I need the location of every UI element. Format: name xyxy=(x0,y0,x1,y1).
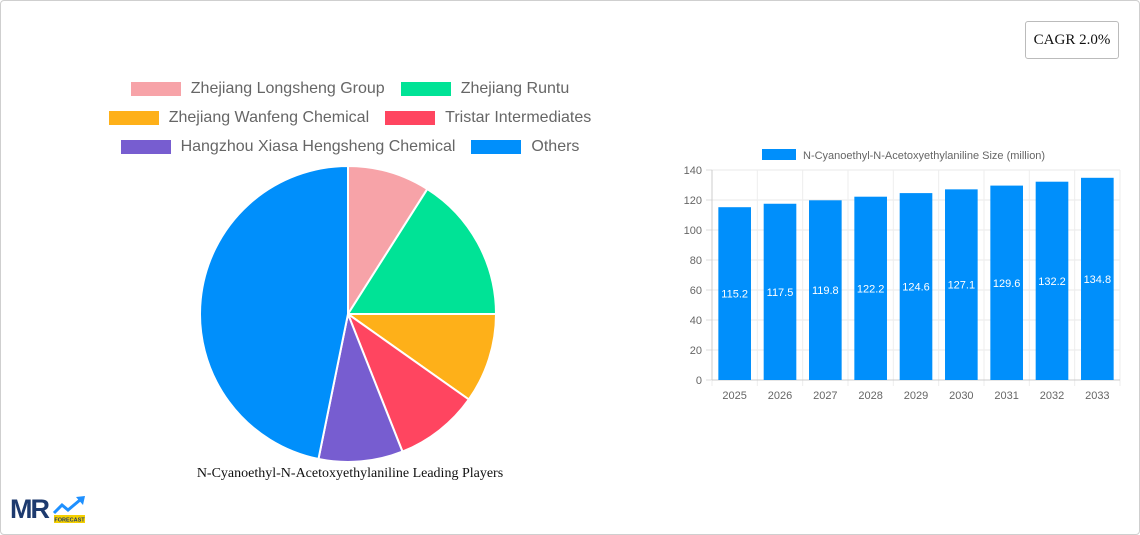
legend-label: Tristar Intermediates xyxy=(445,108,592,126)
legend-item[interactable]: Hangzhou Xiasa Hengsheng Chemical xyxy=(120,137,456,156)
x-tick-label: 2028 xyxy=(858,390,882,402)
pie-title: N-Cyanoethyl-N-Acetoxyethylaniline Leadi… xyxy=(196,466,504,481)
y-tick-label: 120 xyxy=(684,195,702,207)
bar[interactable] xyxy=(990,185,1023,380)
y-tick-label: 20 xyxy=(690,345,702,357)
y-tick-label: 100 xyxy=(684,225,702,237)
legend-item[interactable]: Zhejiang Wanfeng Chemical xyxy=(108,108,370,127)
x-tick-label: 2025 xyxy=(722,390,746,402)
logo-text: MR xyxy=(10,494,49,524)
legend-swatch xyxy=(108,110,159,125)
x-tick-label: 2031 xyxy=(994,390,1018,402)
pie-slice[interactable] xyxy=(198,164,349,461)
legend-label: Zhejiang Wanfeng Chemical xyxy=(168,108,370,126)
bar-value-label: 122.2 xyxy=(857,283,885,295)
bar-legend-label: N-Cyanoethyl-N-Acetoxyethylaniline Size … xyxy=(803,150,1045,162)
pie-chart xyxy=(198,164,498,463)
forecast-tag xyxy=(54,515,85,523)
bar-value-label: 134.8 xyxy=(1084,274,1112,286)
y-tick-label: 140 xyxy=(684,165,702,177)
pie-slice[interactable] xyxy=(317,310,404,463)
cagr-badge: CAGR 2.0% xyxy=(1025,21,1119,59)
pie-slice[interactable] xyxy=(344,313,498,401)
pie-slice[interactable] xyxy=(347,164,429,318)
bar-value-label: 127.1 xyxy=(948,280,976,292)
bar-legend-swatch xyxy=(762,149,796,160)
bar[interactable] xyxy=(854,196,887,380)
x-tick-label: 2026 xyxy=(768,390,792,402)
bar[interactable] xyxy=(899,193,933,380)
bar-value-label: 124.6 xyxy=(902,282,930,294)
y-tick-label: 0 xyxy=(696,375,702,387)
bar-chart: N-Cyanoethyl-N-Acetoxyethylaniline Size … xyxy=(684,149,1121,402)
legend-swatch xyxy=(120,139,171,154)
x-tick-label: 2029 xyxy=(904,390,928,402)
legend-label: Zhejiang Longsheng Group xyxy=(190,79,385,97)
bar[interactable] xyxy=(809,200,842,380)
bar-value-label: 119.8 xyxy=(812,285,839,297)
bar-value-label: 132.2 xyxy=(1038,276,1066,288)
legend-item[interactable]: Zhejiang Runtu xyxy=(400,79,570,98)
bar[interactable] xyxy=(945,189,978,380)
arrow-head-icon xyxy=(76,496,85,505)
bar[interactable] xyxy=(1081,177,1114,380)
pie-slice[interactable] xyxy=(345,311,471,453)
legend-swatch xyxy=(471,139,522,154)
cagr-label: CAGR 2.0% xyxy=(1033,31,1111,48)
legend-swatch xyxy=(400,81,451,96)
mr-forecast-logo: MR FORECAST xyxy=(10,494,85,524)
x-tick-label: 2032 xyxy=(1040,390,1064,402)
x-tick-label: 2027 xyxy=(813,390,837,402)
legend-label: Others xyxy=(531,137,580,155)
legend-item[interactable]: Zhejiang Longsheng Group xyxy=(130,79,385,98)
legend-swatch xyxy=(385,110,436,125)
pie-slice[interactable] xyxy=(346,187,498,315)
legend-label: Zhejiang Runtu xyxy=(460,79,570,97)
legend-item[interactable]: Others xyxy=(471,138,579,156)
bar-value-label: 117.5 xyxy=(767,287,794,299)
legend-label: Hangzhou Xiasa Hengsheng Chemical xyxy=(180,137,456,155)
logo-subtext: FORECAST xyxy=(54,518,85,524)
y-tick-label: 40 xyxy=(690,315,702,327)
x-tick-label: 2033 xyxy=(1085,390,1109,402)
x-tick-label: 2030 xyxy=(949,390,973,402)
y-tick-label: 60 xyxy=(690,285,702,297)
bar[interactable] xyxy=(763,203,797,380)
bar-value-label: 129.6 xyxy=(993,278,1021,290)
bar[interactable] xyxy=(1035,181,1069,380)
bar-value-label: 115.2 xyxy=(721,289,748,301)
legend-swatch xyxy=(130,81,181,96)
bar[interactable] xyxy=(718,207,751,380)
legend-item[interactable]: Tristar Intermediates xyxy=(385,109,591,127)
pie-legend: Zhejiang Longsheng Group Zhejiang Runtu … xyxy=(90,74,610,161)
trend-arrow-icon xyxy=(52,498,81,515)
y-tick-label: 80 xyxy=(690,255,702,267)
